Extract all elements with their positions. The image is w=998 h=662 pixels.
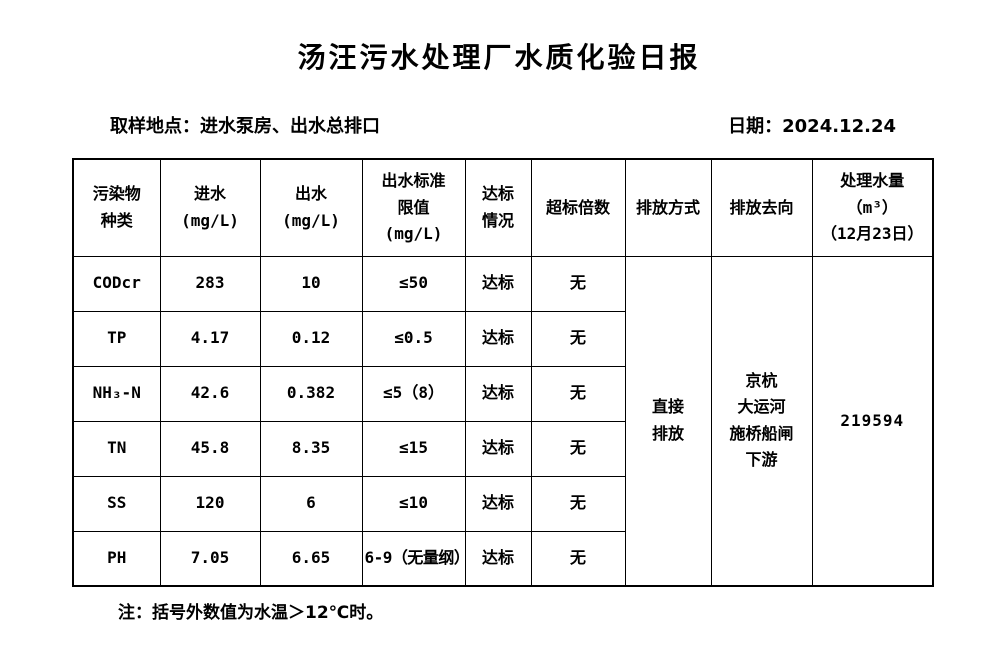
cell-discharge-method: 直接 排放 — [624, 255, 712, 587]
cell-effluent: 10 — [259, 255, 363, 312]
cell-pollutant: SS — [72, 475, 161, 532]
cell-influent: 7.05 — [159, 530, 261, 587]
header-effluent: 出水 (mg/L) — [259, 158, 363, 257]
cell-exceed: 无 — [530, 530, 626, 587]
cell-status: 达标 — [464, 530, 532, 587]
sampling-location-label: 取样地点：进水泵房、出水总排口 — [110, 116, 380, 137]
cell-influent: 120 — [159, 475, 261, 532]
table-row-ph: PH 7.05 6.65 6-9（无量纲） 达标 无 — [72, 530, 933, 587]
table-row-ss: SS 120 6 ≤10 达标 无 — [72, 475, 933, 532]
cell-limit: ≤50 — [361, 255, 466, 312]
cell-status: 达标 — [464, 310, 532, 367]
footnote: 注：括号外数值为水温＞12℃时。 — [118, 603, 384, 623]
cell-discharge-destination: 京杭 大运河 施桥船闸 下游 — [710, 255, 813, 587]
water-quality-table: 污染物 种类 进水 (mg/L) 出水 (mg/L) 出水标准 限值 (mg/L… — [72, 158, 934, 587]
cell-effluent: 0.12 — [259, 310, 363, 367]
cell-status: 达标 — [464, 420, 532, 477]
header-effluent-limit: 出水标准 限值 (mg/L) — [361, 158, 466, 257]
cell-influent: 4.17 — [159, 310, 261, 367]
cell-limit: ≤0.5 — [361, 310, 466, 367]
cell-exceed: 无 — [530, 475, 626, 532]
cell-influent: 45.8 — [159, 420, 261, 477]
cell-pollutant: TP — [72, 310, 161, 367]
cell-exceed: 无 — [530, 365, 626, 422]
table-row-tn: TN 45.8 8.35 ≤15 达标 无 — [72, 420, 933, 477]
header-treated-water-volume: 处理水量 （m³） （12月23日） — [811, 158, 934, 257]
cell-status: 达标 — [464, 365, 532, 422]
cell-status: 达标 — [464, 475, 532, 532]
cell-status: 达标 — [464, 255, 532, 312]
cell-effluent: 8.35 — [259, 420, 363, 477]
cell-influent: 42.6 — [159, 365, 261, 422]
cell-exceed: 无 — [530, 310, 626, 367]
cell-limit: ≤5（8） — [361, 365, 466, 422]
header-discharge-destination: 排放去向 — [710, 158, 813, 257]
cell-effluent: 0.382 — [259, 365, 363, 422]
table-row-codcr: CODcr 283 10 ≤50 达标 无 直接 排放 京杭 大运河 施桥船闸 … — [72, 255, 934, 587]
header-influent: 进水 (mg/L) — [159, 158, 261, 257]
cell-limit: ≤10 — [361, 475, 466, 532]
report-date-label: 日期：2024.12.24 — [728, 116, 896, 137]
cell-limit: ≤15 — [361, 420, 466, 477]
table-row-nh3n: NH₃-N 42.6 0.382 ≤5（8） 达标 无 — [72, 365, 933, 422]
cell-pollutant: PH — [72, 530, 161, 587]
cell-pollutant: CODcr — [72, 255, 161, 312]
header-compliance-status: 达标 情况 — [464, 158, 532, 257]
cell-effluent: 6.65 — [259, 530, 363, 587]
cell-limit: 6-9（无量纲） — [361, 530, 470, 587]
table-header-row: 污染物 种类 进水 (mg/L) 出水 (mg/L) 出水标准 限值 (mg/L… — [72, 158, 934, 257]
header-pollutant-type: 污染物 种类 — [72, 158, 161, 257]
header-exceedance-multiple: 超标倍数 — [530, 158, 626, 257]
cell-exceed: 无 — [530, 420, 626, 477]
cell-exceed: 无 — [530, 255, 626, 312]
table-row-tp: TP 4.17 0.12 ≤0.5 达标 无 — [72, 310, 933, 367]
cell-influent: 283 — [159, 255, 261, 312]
page-title: 汤汪污水处理厂水质化验日报 — [297, 41, 701, 74]
header-discharge-method: 排放方式 — [624, 158, 712, 257]
cell-pollutant: NH₃-N — [72, 365, 161, 422]
cell-treated-volume: 219594 — [811, 255, 934, 587]
cell-pollutant: TN — [72, 420, 161, 477]
cell-effluent: 6 — [259, 475, 363, 532]
